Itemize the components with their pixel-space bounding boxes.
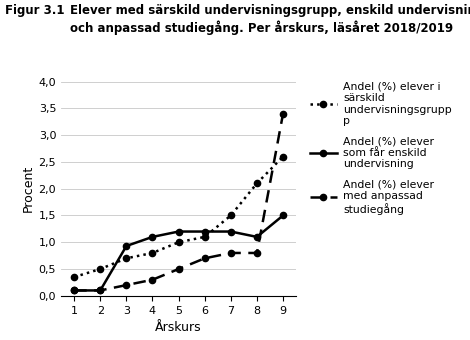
Text: Figur 3.1: Figur 3.1 <box>5 4 64 17</box>
X-axis label: Årskurs: Årskurs <box>155 321 202 334</box>
Legend: Andel (%) elever i
särskild
undervisningsgrupp
p, Andel (%) elever
som får enski: Andel (%) elever i särskild undervisning… <box>306 77 456 219</box>
Y-axis label: Procent: Procent <box>22 165 34 212</box>
Text: Elever med särskild undervisningsgrupp, enskild undervisning,
och anpassad studi: Elever med särskild undervisningsgrupp, … <box>70 4 470 35</box>
